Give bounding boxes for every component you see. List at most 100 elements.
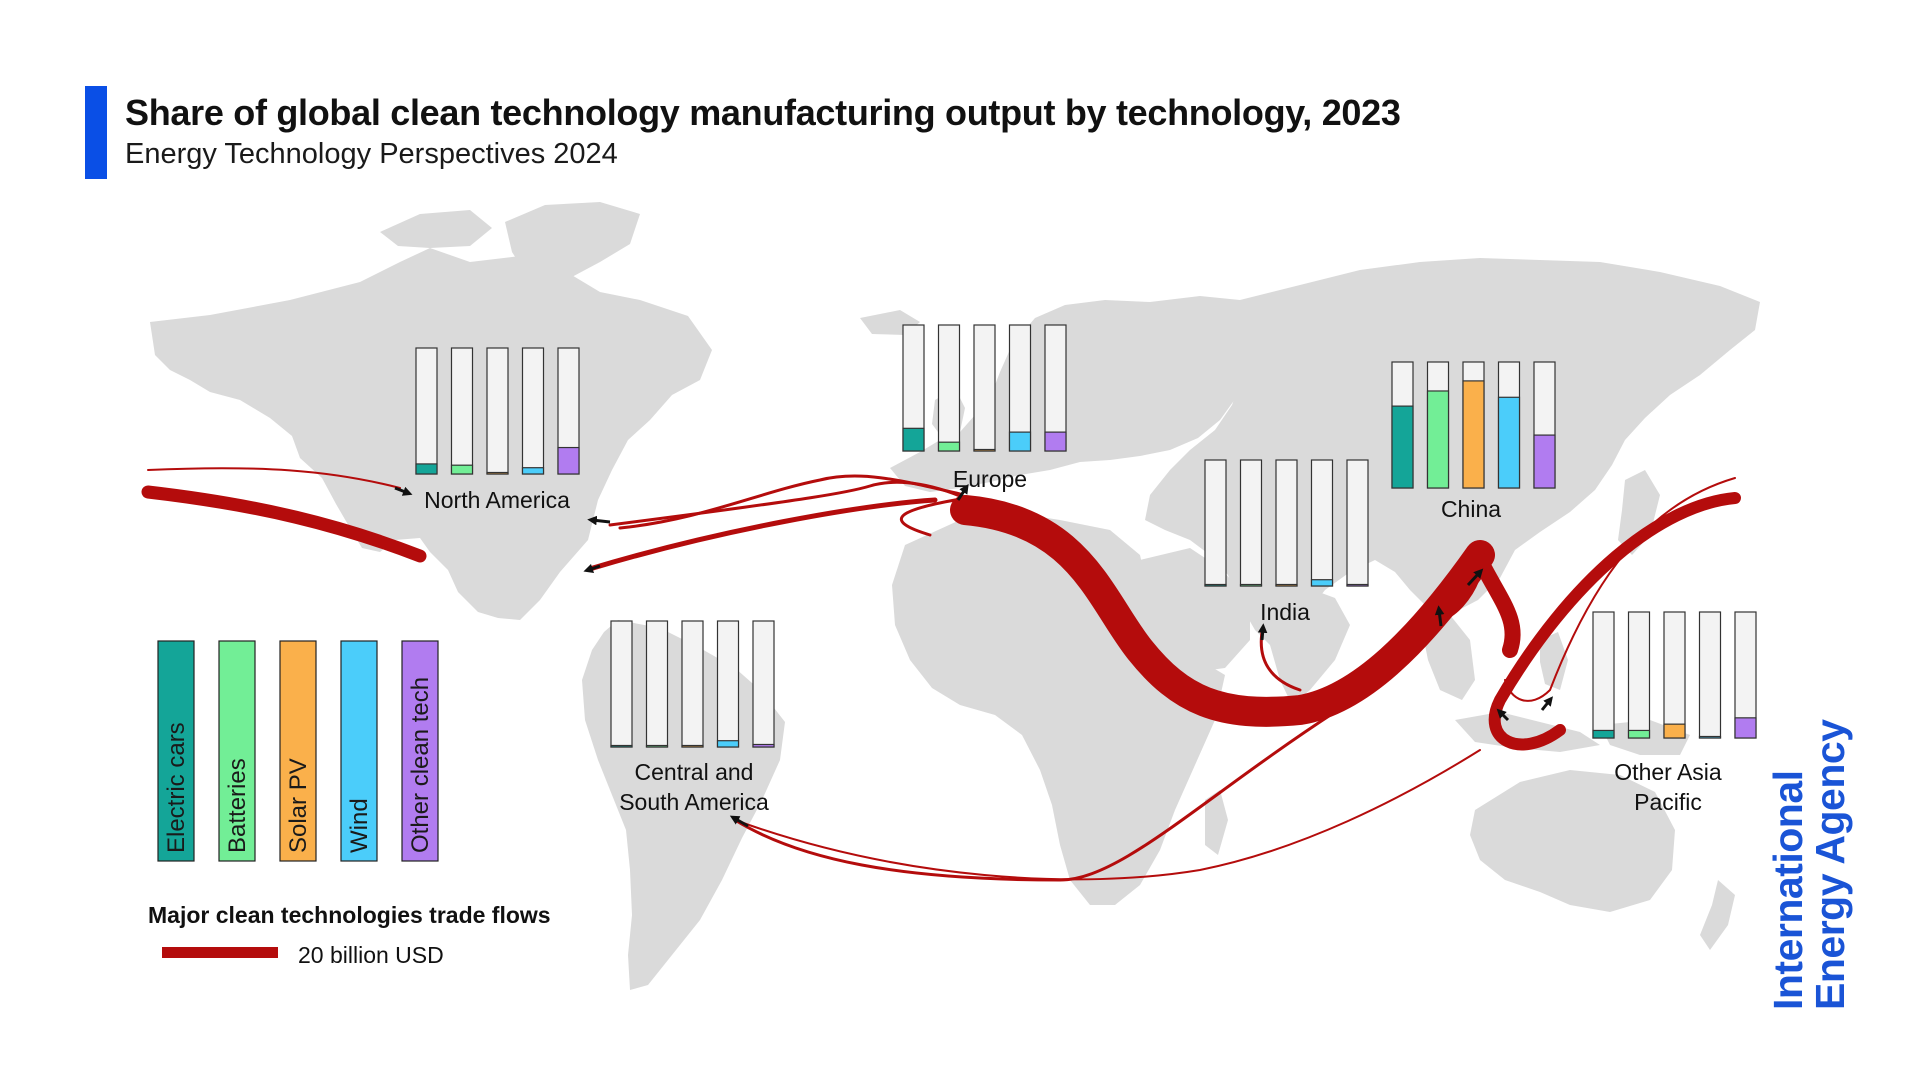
bar-frame-north-america-solar-pv xyxy=(486,347,509,475)
arrow-china xyxy=(1466,568,1484,587)
arrow-other-asia-north xyxy=(1540,696,1553,711)
landmass-india xyxy=(1260,585,1350,705)
bar-frame-central-and-south-america-wind xyxy=(716,620,740,748)
flow-other-asia-to-americas xyxy=(1488,492,1741,751)
bar-fill-europe-solar-pv xyxy=(973,448,996,452)
landmass-madagascar xyxy=(1205,790,1228,855)
bar-fill-other-asia-pacific-batteries xyxy=(1627,729,1651,739)
bar-fill-north-america-batteries xyxy=(450,464,474,475)
iea-brand: International Energy Agency xyxy=(1765,720,1853,1011)
bar-group-china xyxy=(1391,361,1556,489)
chart-title: Share of global clean technology manufac… xyxy=(125,92,1401,133)
landmass-greenland xyxy=(505,202,640,290)
legend-item-wind: Wind xyxy=(340,640,378,862)
flow-pacific-to-north-america xyxy=(141,485,427,563)
arrow-north-america-east xyxy=(587,515,611,526)
bar-frame-central-and-south-america-solar-pv xyxy=(681,620,704,748)
bar-fill-europe-batteries xyxy=(937,441,961,452)
bar-fill-europe-other-clean-tech xyxy=(1044,431,1067,452)
iea-brand-line-1: International xyxy=(1765,770,1811,1010)
bar-fill-europe-wind xyxy=(1008,431,1032,452)
bar-fill-other-asia-pacific-electric-cars xyxy=(1592,729,1615,739)
bar-fill-india-wind xyxy=(1310,579,1334,587)
arrow-india xyxy=(1257,623,1268,641)
arrow-north-america-west xyxy=(394,486,413,496)
region-label-central-and-south-america-line-1: Central and xyxy=(635,759,754,785)
bar-group-other-asia-pacific xyxy=(1592,611,1757,739)
legend-label-other-clean-tech: Other clean tech xyxy=(407,677,434,853)
bar-frame-other-asia-pacific-electric-cars xyxy=(1592,611,1615,739)
bar-frame-india-batteries xyxy=(1239,459,1263,587)
legend-label-solar-pv: Solar PV xyxy=(285,758,312,853)
landmass-canadian-islands xyxy=(380,210,492,248)
bar-fill-china-solar-pv xyxy=(1462,380,1485,489)
bar-frame-india-wind xyxy=(1310,459,1334,587)
bar-frame-other-asia-pacific-batteries xyxy=(1627,611,1651,739)
bar-fill-other-asia-pacific-wind xyxy=(1698,735,1722,739)
bar-frame-central-and-south-america-other-clean-tech xyxy=(752,620,775,748)
arrow-south-america xyxy=(729,815,749,828)
trade-flow-legend-title: Major clean technologies trade flows xyxy=(148,902,551,928)
flow-asia-to-south-america-long xyxy=(734,749,1481,881)
bar-frame-europe-solar-pv xyxy=(973,324,996,452)
bar-group-north-america xyxy=(415,347,580,475)
legend-swatch-wind xyxy=(340,640,378,862)
bar-fill-china-other-clean-tech xyxy=(1533,434,1556,489)
landmass-asia xyxy=(1145,258,1760,650)
bar-fill-central-and-south-america-solar-pv xyxy=(681,744,704,748)
bar-frame-europe-batteries xyxy=(937,324,961,452)
trade-flow-legend-scale: 20 billion USD xyxy=(298,942,444,968)
bar-fill-china-electric-cars xyxy=(1391,405,1414,489)
arrow-europe xyxy=(956,484,969,501)
legend-swatch-electric-cars xyxy=(157,640,195,862)
landmass-australia xyxy=(1470,770,1675,912)
region-label-central-and-south-america-line-2: South America xyxy=(619,789,769,815)
region-label-china: China xyxy=(1441,496,1501,522)
bar-group-central-and-south-america xyxy=(610,620,775,748)
flow-china-to-southeast xyxy=(1443,578,1480,620)
arrow-north-america-gulf xyxy=(583,563,601,574)
flow-europe-to-north-america xyxy=(590,497,938,571)
technology-legend: Electric cars Batteries Solar PV Wind Other … xyxy=(157,640,439,862)
iea-brand-line-2: Energy Agency xyxy=(1807,719,1853,1010)
bar-fill-china-batteries xyxy=(1426,390,1450,489)
legend-item-solar-pv: Solar PV xyxy=(279,640,317,862)
bar-fill-other-asia-pacific-other-clean-tech xyxy=(1734,717,1757,739)
flow-europe-loop xyxy=(899,498,957,537)
region-label-other-asia-pacific-line-2: Pacific xyxy=(1634,789,1702,815)
bar-fill-europe-electric-cars xyxy=(902,427,925,452)
region-label-other-asia-pacific-line-1: Other Asia xyxy=(1614,759,1722,785)
flow-pacific-to-north-america-thin xyxy=(147,467,401,489)
landmass-africa xyxy=(892,512,1225,905)
legend-item-batteries: Batteries xyxy=(218,640,256,862)
flow-china-to-europe-main xyxy=(950,495,1495,727)
bar-fill-central-and-south-america-batteries xyxy=(645,744,669,748)
bar-fill-central-and-south-america-other-clean-tech xyxy=(752,743,775,748)
bar-fill-other-asia-pacific-solar-pv xyxy=(1663,723,1686,739)
bar-frame-other-asia-pacific-wind xyxy=(1698,611,1722,739)
region-label-europe: Europe xyxy=(953,466,1027,492)
region-label-north-america: North America xyxy=(424,487,570,513)
landmass-new-zealand xyxy=(1700,880,1735,950)
bar-frame-north-america-batteries xyxy=(450,347,474,475)
region-label-india: India xyxy=(1260,599,1310,625)
bar-fill-central-and-south-america-electric-cars xyxy=(610,744,633,748)
bar-frame-india-electric-cars xyxy=(1204,459,1227,587)
legend-swatch-batteries xyxy=(218,640,256,862)
arrow-southeast-asia xyxy=(1434,605,1445,627)
legend-label-electric-cars: Electric cars xyxy=(163,722,190,853)
flow-other-asia-return xyxy=(1504,477,1736,702)
title-accent-bar xyxy=(85,86,107,179)
regional-bar-charts xyxy=(415,324,1757,748)
legend-item-electric-cars: Electric cars xyxy=(157,640,195,862)
bar-fill-india-batteries xyxy=(1239,583,1263,587)
trade-flow-legend-swatch xyxy=(162,947,278,958)
arrow-other-asia xyxy=(1496,708,1510,722)
trade-flow-layer xyxy=(141,467,1741,882)
bar-fill-central-and-south-america-wind xyxy=(716,740,740,748)
trade-flow-legend: Major clean technologies trade flows 20 … xyxy=(148,902,551,968)
bar-fill-india-solar-pv xyxy=(1275,583,1298,587)
flow-china-to-europe-upper xyxy=(608,480,962,527)
